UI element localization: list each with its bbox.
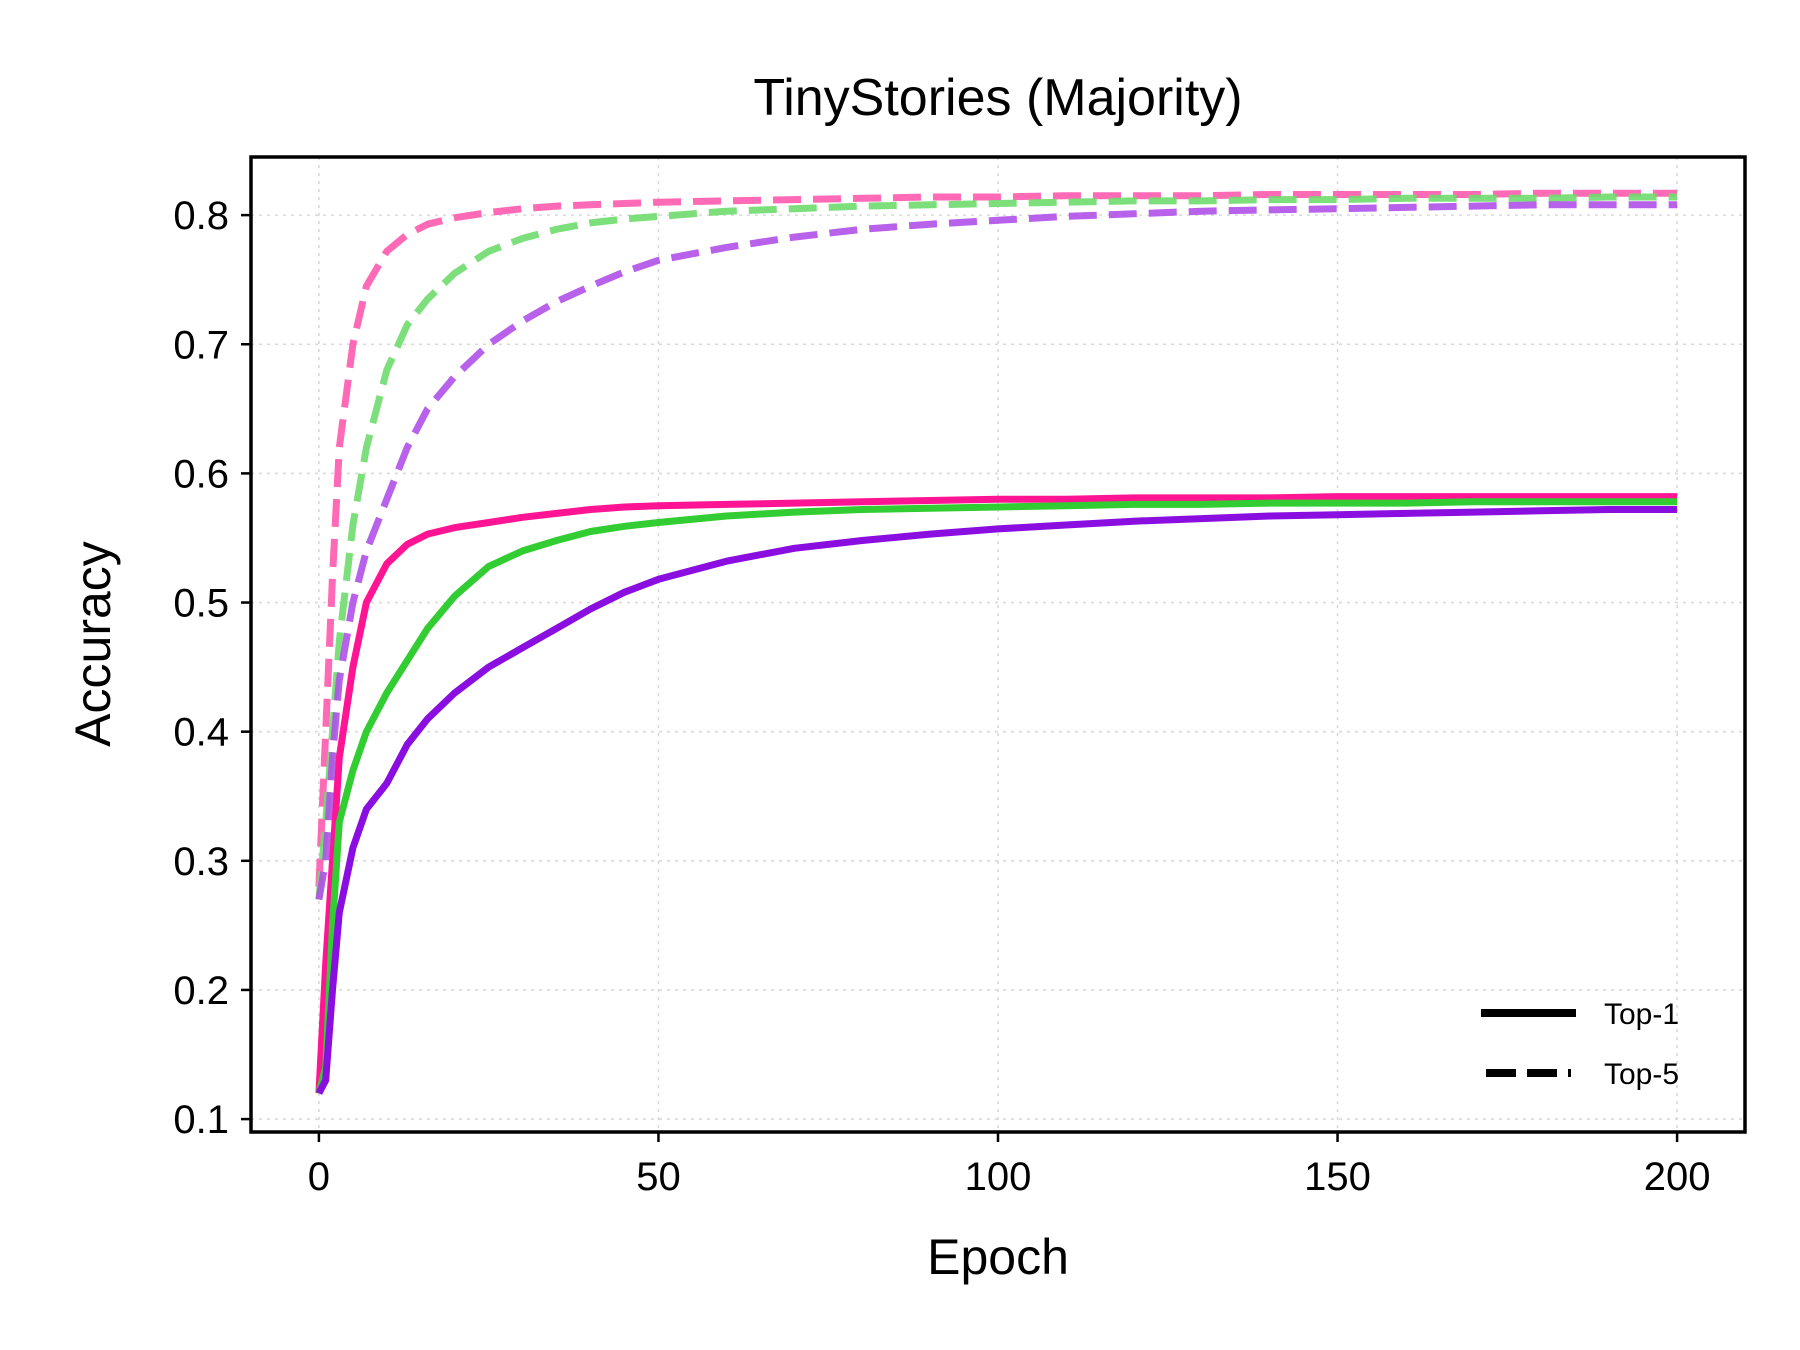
x-axis-label: Epoch: [927, 1229, 1069, 1285]
series-line-0-solid: [315, 493, 1678, 1094]
x-tick-label: 50: [636, 1155, 681, 1199]
x-tick-label: 200: [1644, 1155, 1711, 1199]
grid: [251, 157, 1745, 1132]
series-line-2-solid: [315, 506, 1678, 1095]
y-tick-label: 0.8: [173, 194, 229, 238]
chart-title: TinyStories (Majority): [753, 69, 1242, 127]
y-tick-label: 0.3: [173, 840, 229, 884]
y-tick-label: 0.6: [173, 452, 229, 496]
series-line-3-dashed: [315, 189, 1678, 887]
series-layer: [315, 189, 1678, 1095]
series-line-5-dashed: [315, 201, 1678, 901]
x-tick-label: 150: [1304, 1155, 1371, 1199]
y-tick-label: 0.2: [173, 969, 229, 1013]
y-tick-label: 0.7: [173, 323, 229, 367]
axis-ticks: 0 50 100 150 200 0.1 0.2 0.3 0.4 0.5 0.6 0.7 0.8: [173, 194, 1710, 1199]
y-tick-label: 0.1: [173, 1098, 229, 1142]
x-tick-label: 0: [308, 1155, 330, 1199]
legend-label-top1: Top-1: [1604, 998, 1679, 1031]
y-tick-label: 0.5: [173, 582, 229, 626]
y-axis-label: Accuracy: [65, 541, 121, 747]
series-line-4-dashed: [315, 193, 1678, 900]
series-line-1-solid: [315, 498, 1678, 1095]
x-tick-label: 100: [965, 1155, 1032, 1199]
legend-label-top5: Top-5: [1604, 1058, 1679, 1091]
y-tick-label: 0.4: [173, 711, 229, 755]
legend: Top-1 Top-5: [1481, 998, 1679, 1091]
